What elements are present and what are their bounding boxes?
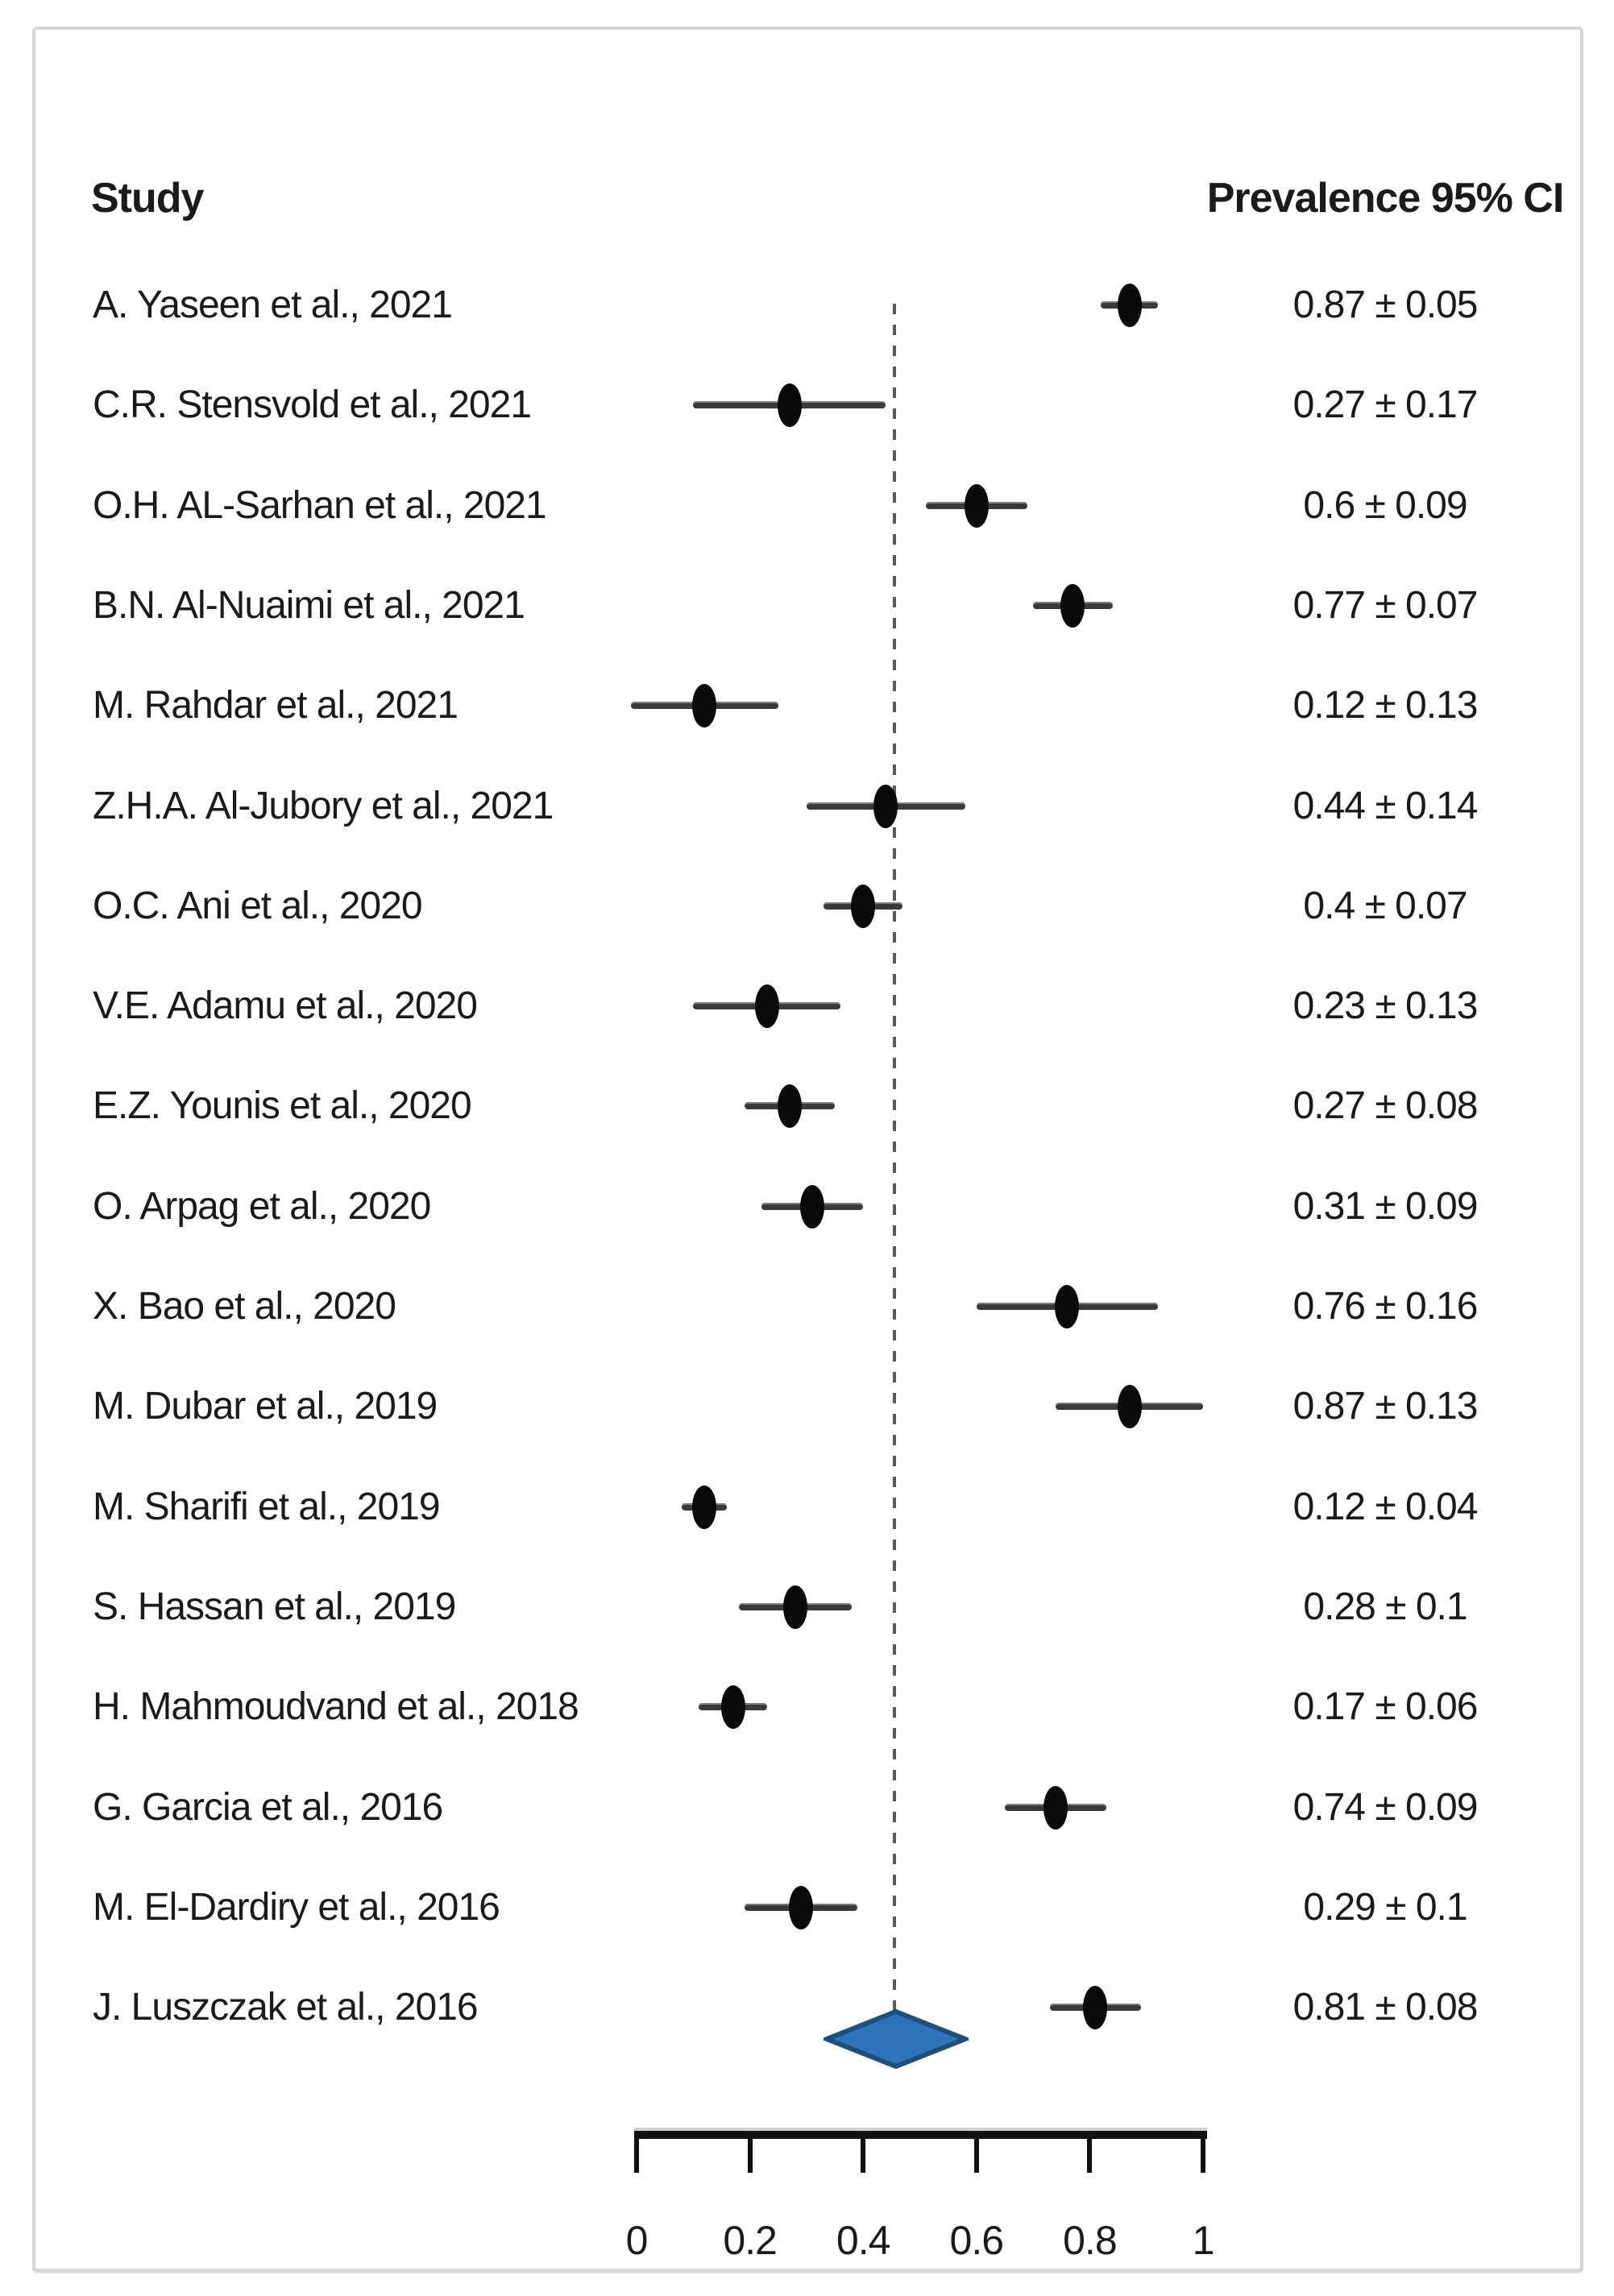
- ci-value-label: 0.17 ± 0.06: [1292, 1685, 1479, 1728]
- study-label: O.H. AL-Sarhan et al., 2021: [93, 484, 547, 527]
- point-estimate-marker: [1117, 1385, 1142, 1428]
- study-column-header: Study: [91, 175, 204, 222]
- study-label: A. Yaseen et al., 2021: [93, 284, 453, 326]
- study-label: B.N. Al-Nuaimi et al., 2021: [93, 584, 525, 627]
- diamond-shape: [823, 2008, 969, 2070]
- x-axis-tick: [861, 2139, 866, 2173]
- study-label: E.Z. Younis et al., 2020: [93, 1084, 472, 1127]
- x-axis-tick-label: 0.8: [1063, 2218, 1118, 2263]
- x-axis-tick: [1087, 2139, 1093, 2173]
- point-estimate-marker: [1083, 1986, 1108, 2029]
- ci-value-label: 0.74 ± 0.09: [1292, 1786, 1479, 1829]
- x-axis-tick-label: 1: [1192, 2218, 1215, 2263]
- point-estimate-marker: [1060, 584, 1085, 628]
- study-label: S. Hassan et al., 2019: [93, 1585, 456, 1628]
- point-estimate-marker: [777, 383, 802, 427]
- x-axis-tick: [973, 2139, 979, 2173]
- study-label: Z.H.A. Al-Jubory et al., 2021: [93, 785, 554, 827]
- study-label: C.R. Stensvold et al., 2021: [93, 383, 532, 426]
- point-estimate-marker: [1117, 284, 1142, 327]
- prevalence-ci-column-header: Prevalence 95% CI: [1206, 175, 1565, 222]
- x-axis-tick-label: 0.6: [949, 2218, 1005, 2263]
- point-estimate-marker: [720, 1685, 745, 1729]
- x-axis-tick: [634, 2139, 639, 2173]
- point-estimate-marker: [1055, 1285, 1080, 1328]
- ci-value-label: 0.87 ± 0.05: [1292, 284, 1479, 326]
- ci-value-label: 0.6 ± 0.09: [1303, 484, 1467, 527]
- ci-value-label: 0.31 ± 0.09: [1292, 1185, 1479, 1228]
- x-axis-tick: [747, 2139, 753, 2173]
- study-label: M. El-Dardiry et al., 2016: [93, 1886, 500, 1929]
- x-axis-tick-label: 0: [625, 2218, 649, 2263]
- study-label: H. Mahmoudvand et al., 2018: [93, 1685, 579, 1728]
- study-label: M. Sharifi et al., 2019: [93, 1486, 441, 1528]
- point-estimate-marker: [964, 484, 989, 528]
- x-axis-tick: [1201, 2139, 1205, 2173]
- ci-value-label: 0.12 ± 0.04: [1292, 1486, 1479, 1528]
- point-estimate-marker: [788, 1886, 813, 1929]
- pooled-reference-dashed-line: [892, 304, 896, 2014]
- point-estimate-marker: [692, 1486, 717, 1529]
- ci-value-label: 0.76 ± 0.16: [1292, 1285, 1479, 1328]
- ci-value-label: 0.28 ± 0.1: [1303, 1585, 1467, 1628]
- point-estimate-marker: [754, 984, 779, 1028]
- point-estimate-marker: [782, 1585, 807, 1629]
- ci-value-label: 0.4 ± 0.07: [1303, 885, 1467, 927]
- study-label: J. Luszczak et al., 2016: [93, 1986, 479, 2029]
- ci-value-label: 0.81 ± 0.08: [1292, 1986, 1479, 2029]
- ci-value-label: 0.12 ± 0.13: [1292, 684, 1479, 727]
- ci-value-label: 0.44 ± 0.14: [1292, 785, 1479, 827]
- x-axis-tick-label: 0.2: [723, 2218, 778, 2263]
- ci-value-label: 0.29 ± 0.1: [1303, 1886, 1467, 1929]
- study-label: O.C. Ani et al., 2020: [93, 885, 423, 927]
- plot-frame-border: [32, 27, 1583, 2272]
- x-axis-tick-label: 0.4: [836, 2218, 891, 2263]
- study-label: O. Arpag et al., 2020: [93, 1185, 431, 1228]
- pooled-estimate-diamond: [823, 2008, 969, 2070]
- ci-value-label: 0.77 ± 0.07: [1292, 584, 1479, 627]
- study-label: V.E. Adamu et al., 2020: [93, 984, 478, 1027]
- point-estimate-marker: [799, 1185, 824, 1229]
- point-estimate-marker: [777, 1084, 802, 1128]
- x-axis-line: [634, 2128, 1207, 2139]
- ci-value-label: 0.87 ± 0.13: [1292, 1385, 1479, 1428]
- ci-value-label: 0.27 ± 0.17: [1292, 383, 1479, 426]
- point-estimate-marker: [851, 885, 876, 928]
- point-estimate-marker: [1043, 1786, 1068, 1830]
- ci-value-label: 0.27 ± 0.08: [1292, 1084, 1479, 1127]
- study-label: M. Rahdar et al., 2021: [93, 684, 458, 727]
- point-estimate-marker: [692, 684, 717, 727]
- study-label: X. Bao et al., 2020: [93, 1285, 396, 1328]
- study-label: G. Garcia et al., 2016: [93, 1786, 443, 1829]
- study-label: M. Dubar et al., 2019: [93, 1385, 438, 1428]
- ci-value-label: 0.23 ± 0.13: [1292, 984, 1479, 1027]
- point-estimate-marker: [873, 785, 898, 828]
